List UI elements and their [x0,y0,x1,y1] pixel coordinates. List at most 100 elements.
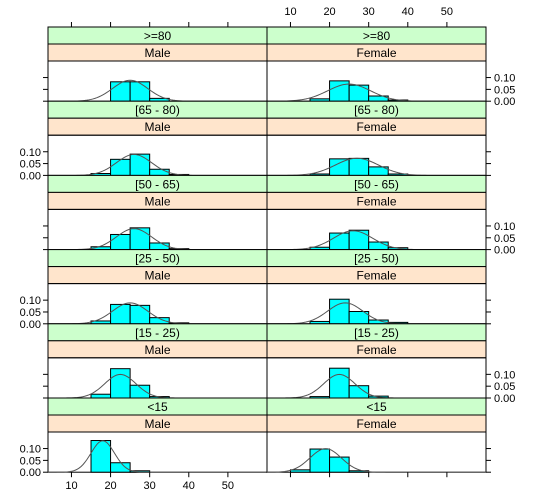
age-strip-label: [50 - 65) [135,177,180,191]
age-strip-label: <15 [366,400,387,414]
panel: [65 - 80) Male [47,100,268,176]
histogram-bar [329,367,350,399]
panel-frame [47,357,268,399]
y-tick-label: 0.05 [20,307,41,319]
histogram-bar [368,241,389,251]
age-strip-label: >=80 [144,29,172,43]
y-tick-label: 0.10 [20,444,41,456]
y-tick-label: 0.05 [494,381,515,393]
sex-strip-label: Male [144,269,170,283]
y-tick-label: 0.10 [20,147,41,159]
sex-strip-label: Male [144,194,170,208]
panel-frame [266,357,487,399]
x-axes: 10 10 20 20 30 30 40 40 50 50 [65,6,453,492]
histogram-bar [129,81,151,102]
age-strip-label: [65 - 80) [135,103,180,117]
histogram-bar [90,440,112,473]
x-tick-label-top: 20 [323,6,335,18]
y-tick-label: 0.05 [494,233,515,245]
age-strip-label: <15 [147,400,168,414]
x-tick-label-top: 40 [402,6,414,18]
y-tick-label: 0.10 [494,369,515,381]
histogram-bar [329,232,350,251]
y-tick-label: 0.00 [494,393,515,405]
panel: [50 - 65) Female [266,174,487,251]
x-tick-label-bottom: 30 [144,480,156,492]
histogram-bar [149,168,170,176]
panel: <15 Male [47,397,268,473]
sex-strip-label: Female [356,120,396,134]
y-tick-label: 0.00 [20,319,41,331]
axes-layer: 101020203030404050500.000.050.100.000.05… [20,6,516,492]
y-tick-label: 0.10 [20,295,41,307]
panel: <15 Female [266,397,487,473]
x-tick-label-bottom: 40 [183,480,195,492]
y-tick-label: 0.05 [494,84,515,96]
panel-frame [266,283,487,325]
x-tick-label-top: 10 [284,6,296,18]
x-tick-label-bottom: 20 [104,480,116,492]
age-strip-label: [15 - 25) [135,326,180,340]
density-curve [48,373,267,399]
histogram-bar [110,303,131,325]
histogram-bar [110,81,131,102]
histogram-bar [110,158,131,176]
panel: [65 - 80) Female [266,100,487,176]
histogram-bar [329,158,350,176]
y-tick-label: 0.00 [20,467,41,479]
sex-strip-label: Male [144,343,170,357]
sex-strip-label: Female [356,46,396,60]
y-tick-label: 0.05 [20,455,41,467]
histogram-bar [289,469,311,473]
sex-strip-label: Female [356,343,396,357]
density-curve [267,373,486,399]
x-tick-label-top: 50 [441,6,453,18]
histogram-bar [329,456,350,473]
sex-strip-label: Female [356,269,396,283]
density-curve [48,440,267,473]
histogram-bar [149,242,170,251]
histogram-bar [348,157,370,176]
histogram-bar [348,229,370,251]
y-tick-label: 0.05 [20,159,41,171]
panel: [25 - 50) Male [47,249,268,325]
y-tick-label: 0.00 [20,170,41,182]
panel: [15 - 25) Male [47,323,268,399]
panel-frame [266,60,487,102]
panel: [15 - 25) Female [266,323,487,399]
x-tick-label-bottom: 10 [65,480,77,492]
y-tick-label: 0.00 [494,96,515,108]
age-strip-label: [25 - 50) [354,252,399,266]
histogram-bar [129,304,151,325]
y-tick-label: 0.10 [494,73,515,85]
panel: >=80 Male [47,26,268,102]
y-tick-label: 0.00 [494,245,515,257]
age-strip-label: [50 - 65) [354,177,399,191]
sex-strip-label: Female [356,194,396,208]
y-tick-label: 0.10 [494,221,515,233]
age-strip-label: [25 - 50) [135,252,180,266]
density-curve [266,448,486,473]
panel: >=80 Female [266,26,487,102]
x-tick-label-top: 30 [363,6,375,18]
histogram-bar [309,448,331,473]
histogram-bar [129,227,151,251]
age-strip-label: [15 - 25) [354,326,399,340]
histogram-bar [90,393,112,399]
sex-strip-label: Male [144,46,170,60]
sex-strip-label: Male [144,417,170,431]
histogram-bar [129,153,151,176]
sex-strip-label: Male [144,120,170,134]
histogram-bar [110,368,131,399]
panel: [50 - 65) Male [47,174,268,251]
panel: [25 - 50) Female [266,249,487,325]
y-axes: 0.000.050.100.000.050.100.000.050.100.00… [20,73,516,480]
histogram-bar [348,84,370,102]
histogram-bar [110,462,131,473]
age-strip-label: >=80 [363,29,391,43]
sex-strip-label: Female [356,417,396,431]
histogram-bar [110,233,131,251]
x-tick-label-bottom: 50 [222,480,234,492]
